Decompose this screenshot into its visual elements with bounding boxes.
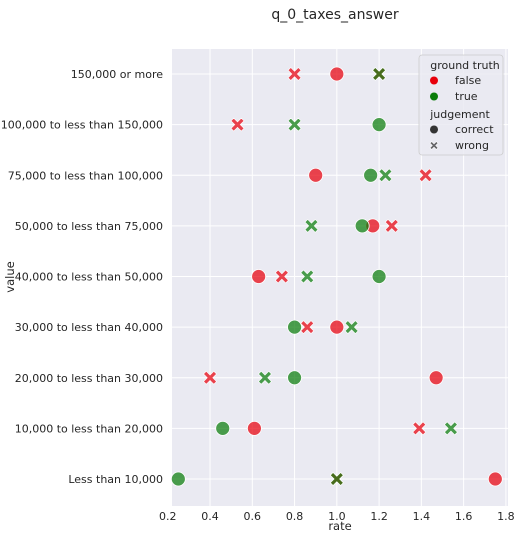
x-tick-label: 0.8: [286, 510, 304, 523]
point-false-wrong: [384, 218, 399, 233]
point-false-wrong: [412, 421, 427, 436]
y-tick-label: 150,000 or more: [71, 68, 163, 81]
point-true-correct: [363, 167, 379, 183]
point-false-correct: [251, 269, 267, 284]
point-true-wrong: [372, 67, 387, 81]
point-true-wrong: [378, 168, 393, 183]
point-true-wrong: [287, 117, 302, 132]
point-true-correct: [170, 471, 186, 487]
y-axis-label: value: [3, 261, 17, 292]
x-tick-label: 1.4: [413, 510, 431, 523]
legend-true-label: true: [455, 90, 478, 103]
point-false-wrong: [287, 67, 302, 81]
point-false-correct: [329, 66, 345, 82]
point-true-correct: [287, 370, 302, 386]
point-true-wrong: [258, 370, 272, 385]
point-false-wrong: [418, 168, 433, 183]
point-false-wrong: [203, 370, 217, 385]
series-true-correct: [170, 117, 387, 487]
legend-false-label: false: [455, 74, 481, 87]
point-true-wrong: [304, 218, 319, 233]
point-true-wrong: [329, 472, 344, 486]
x-tick-label: 0.4: [201, 510, 219, 523]
legend-hue-title: ground truth: [430, 59, 500, 72]
legend-style-title: judgement: [429, 108, 490, 121]
y-tick-label: 20,000 to less than 30,000: [15, 372, 163, 385]
point-false-correct: [308, 167, 324, 183]
y-tick-label: 30,000 to less than 40,000: [15, 321, 163, 334]
point-false-correct: [428, 370, 444, 386]
point-true-wrong: [444, 421, 458, 436]
legend-false-marker: [430, 76, 438, 85]
y-tick-label: Less than 10,000: [68, 473, 163, 486]
legend-correct-marker: [430, 125, 438, 134]
point-true-wrong: [344, 320, 359, 335]
point-false-wrong: [274, 269, 289, 284]
point-true-correct: [371, 117, 387, 133]
x-tick-label: 1.6: [455, 510, 473, 523]
y-tick-label: 50,000 to less than 75,000: [15, 220, 163, 233]
x-tick-label: 1.8: [497, 510, 515, 523]
x-tick-label: 1.2: [370, 510, 388, 523]
legend: ground truth false true judgement correct wro…: [418, 54, 504, 156]
point-true-correct: [371, 269, 387, 284]
point-false-correct: [247, 420, 262, 436]
point-false-correct: [329, 319, 345, 335]
legend-correct-label: correct: [455, 123, 494, 136]
point-false-wrong: [230, 117, 245, 132]
point-false-correct: [487, 471, 503, 487]
chart-title: q_0_taxes_answer: [271, 7, 398, 23]
x-axis-label: rate: [328, 519, 351, 533]
x-tick-label: 0.6: [244, 510, 262, 523]
y-tick-label: 100,000 to less than 150,000: [1, 119, 163, 132]
tick-labels: 0.2 0.4 0.6 0.8 1.0 1.2 1.4 1.6 1.8 150,000 or mo…: [1, 68, 515, 523]
y-tick-label: 40,000 to less than 50,000: [15, 271, 163, 284]
point-true-correct: [215, 420, 231, 436]
legend-box: [418, 54, 504, 156]
legend-wrong-label: wrong: [455, 139, 489, 152]
point-true-correct: [287, 319, 302, 335]
data-points: [170, 66, 503, 487]
x-tick-label: 0.2: [159, 510, 177, 523]
point-true-wrong: [300, 269, 315, 284]
x-tick-label: 1.0: [328, 510, 346, 523]
legend-true-marker: [430, 92, 438, 101]
y-tick-label: 10,000 to less than 20,000: [15, 422, 163, 435]
y-tick-label: 75,000 to less than 100,000: [8, 169, 163, 182]
series-true-wrong: [258, 67, 458, 486]
series-false-correct: [247, 66, 503, 487]
point-true-correct: [354, 218, 370, 234]
legend-wrong-marker: [429, 141, 439, 150]
